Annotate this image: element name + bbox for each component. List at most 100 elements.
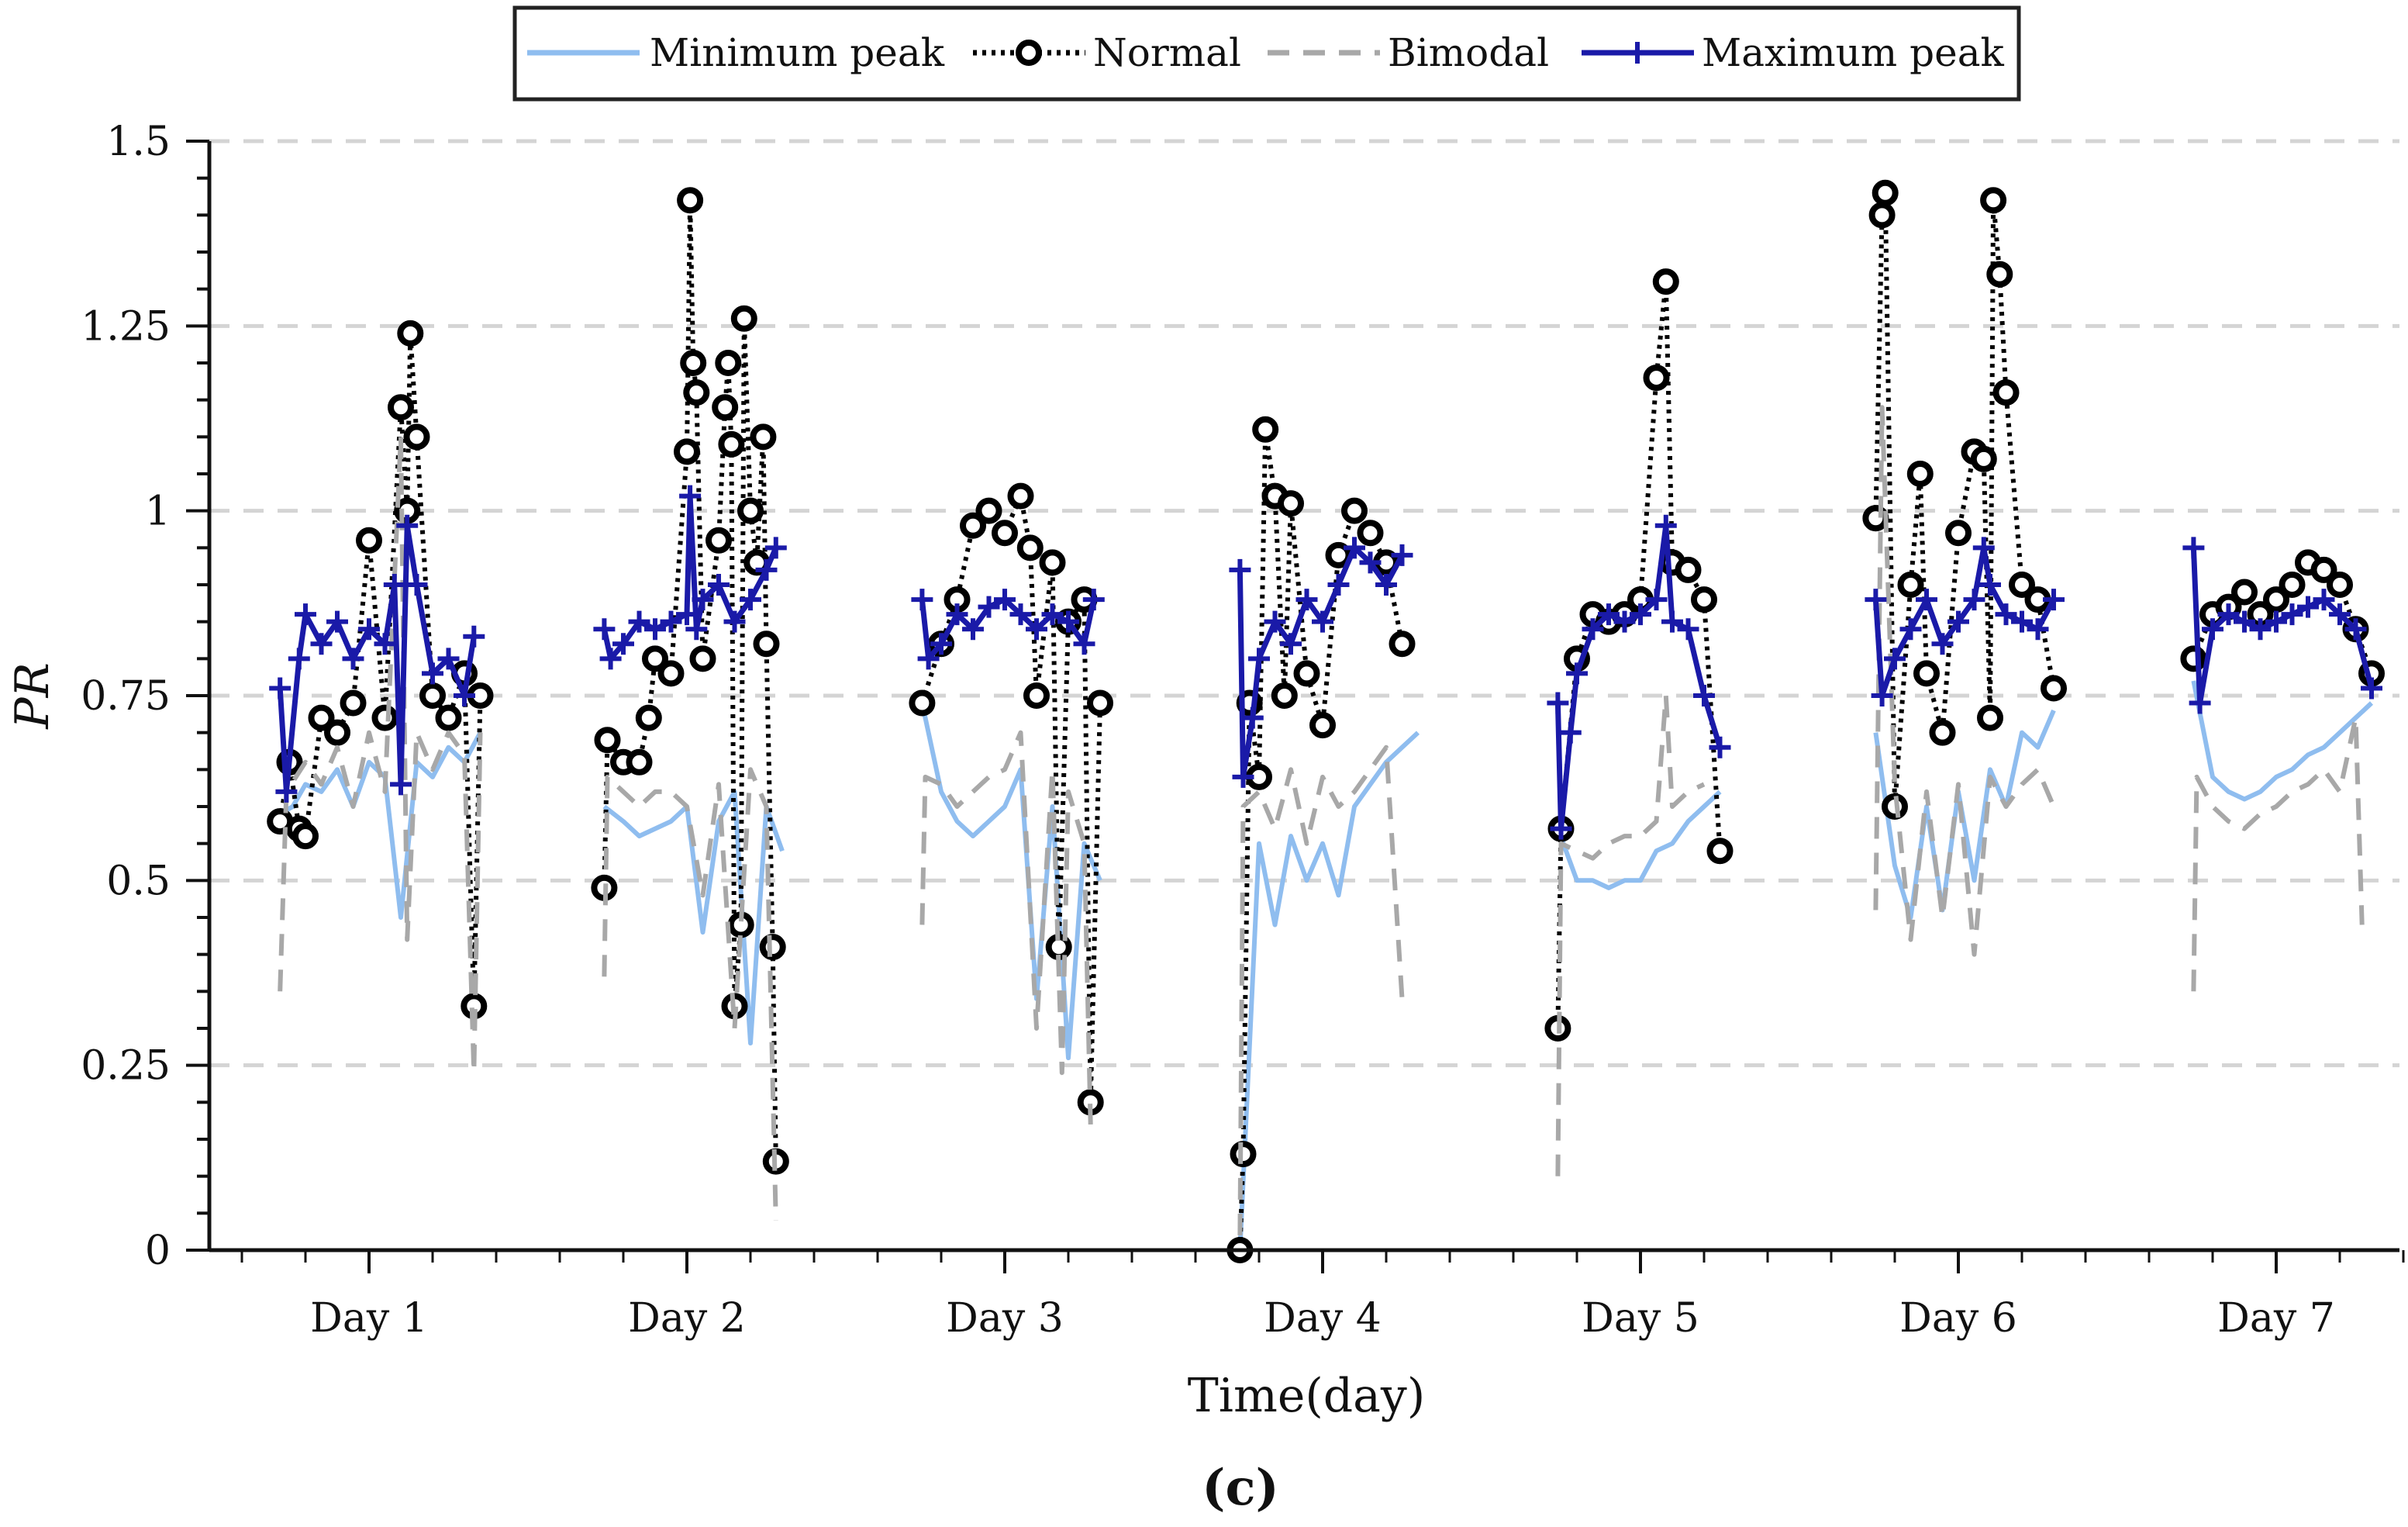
data-point [1241,706,1264,729]
data-point [463,625,485,648]
data-point [1643,364,1670,392]
data-point [1675,556,1702,583]
data-point [1389,630,1416,658]
data-point [679,485,702,507]
data-point [1977,704,2003,731]
data-point [994,589,1016,611]
data-point [1972,537,1995,559]
data-point [1995,603,2017,626]
data-point [750,423,777,451]
legend-marker [1627,42,1648,64]
data-point [676,603,698,626]
x-tick-label: Day 4 [1264,1295,1382,1342]
data-point [1016,534,1044,561]
data-point [764,537,787,559]
series-bimodal [278,405,2365,1235]
data-point [2313,589,2335,611]
legend-label: Bimodal [1388,30,1549,75]
data-point [685,618,708,641]
data-point [1082,589,1105,611]
legend-label: Minimum peak [650,30,945,75]
data-point [730,305,757,332]
data-point [909,689,936,717]
data-point [705,527,732,554]
data-point [371,704,398,731]
data-point [1229,558,1251,581]
legend-box [512,5,2021,102]
data-point [660,610,682,633]
data-point [1023,682,1050,709]
data-point [1341,497,1368,524]
data-point [2217,603,2240,626]
data-point [1691,586,1717,613]
data-point [911,589,933,611]
data-point [1039,549,1066,576]
data-point [2011,610,2033,633]
data-point [326,610,348,633]
legend-label: Maximum peak [1702,30,2005,75]
data-point [295,603,316,626]
data-point [2027,618,2049,641]
data-point [635,704,662,731]
data-point [405,574,428,596]
x-tick-label: Day 5 [1582,1295,1699,1342]
data-point [1309,712,1336,739]
data-point [1884,648,1906,670]
data-point [642,645,668,672]
data-point [1295,589,1318,611]
data-point [1248,648,1270,670]
data-point [1931,633,1954,655]
data-point [1293,660,1320,687]
x-tick-label: Day 3 [946,1295,1064,1342]
data-point [674,438,700,465]
series-line [1237,731,1420,1251]
data-point [1073,633,1095,655]
legend: Minimum peak Normal Bimodal Maximum peak [512,5,2021,102]
data-point [960,512,986,539]
data-point [1344,537,1365,559]
data-point [275,780,298,803]
data-point [1872,179,1899,206]
data-point [2361,677,2382,700]
data-point [1327,574,1350,596]
data-point [1945,520,1972,547]
panel-label: (c) [1202,1459,1279,1517]
data-point [2009,572,2035,598]
data-point [759,934,786,961]
data-point [1391,544,1413,566]
data-point [2182,537,2205,559]
x-axis-title: Time(day) [1188,1369,1426,1423]
series-line [278,434,483,1076]
data-point [2234,610,2255,633]
data-point [1559,721,1582,744]
data-point [1947,610,1969,633]
series-minimum-peak [278,680,2374,1251]
series-line [2191,715,2365,992]
data-point [2189,692,2211,714]
data-point [1992,379,2020,406]
data-point [1230,1141,1257,1168]
data-point [708,574,730,596]
data-point [374,633,396,655]
data-point [1661,610,1683,633]
series-line [1237,544,1405,780]
data-point [1980,187,2007,214]
data-point [390,773,412,796]
x-tick-label: Day 6 [1899,1295,2017,1342]
data-point [2043,589,2065,611]
data-point [723,610,746,633]
series-normal [267,179,2385,1263]
data-point [689,645,716,672]
data-point [288,648,310,670]
data-point [1312,610,1333,633]
legend-item-maximum-peak: Maximum peak [1582,30,2005,75]
data-point [712,394,739,421]
data-point [594,727,621,754]
data-point [419,682,446,709]
data-point [1913,660,1940,687]
data-point [599,648,622,670]
data-point [1357,520,1384,547]
data-point [740,589,761,611]
data-point [1547,692,1569,714]
